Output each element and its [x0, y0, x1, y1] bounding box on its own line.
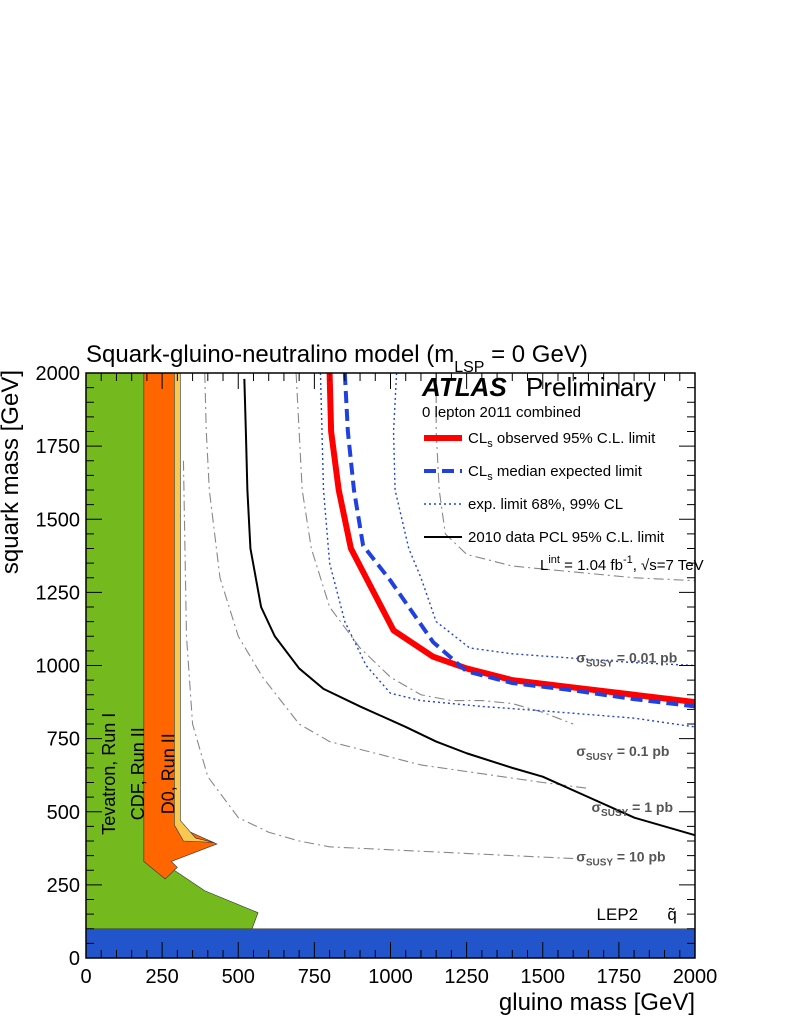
- lumi-label: Lint = 1.04 fb-1, √s=7 TeV: [540, 554, 704, 574]
- x-tick-label: 1750: [597, 966, 642, 988]
- axis-ticks: 0 250 500 750 1000 1250 1500 1750 2000 0 250 500 750…: [36, 363, 718, 988]
- contour-labels: σSUSY = 0.01 pb σSUSY = 0.1 pb σSUSY = 1 p…: [576, 650, 677, 869]
- x-tick-label: 250: [145, 966, 178, 988]
- annotation-lep2: LEP2: [597, 905, 639, 924]
- y-tick-label: 250: [47, 875, 80, 897]
- legend-label: exp. limit 68%, 99% CL: [468, 496, 623, 513]
- y-tick-label: 0: [69, 948, 80, 970]
- region-label-tevatron-run-i: Tevatron, Run I: [99, 713, 119, 835]
- legend-items: CLs observed 95% C.L. limit CLs median ex…: [424, 430, 665, 546]
- curve-2010-data-pcl-95-c-l-limit: [243, 378, 696, 837]
- region-label-d0-run-ii: D0, Run II: [158, 733, 178, 814]
- xsec-contour-0-01-pb: [435, 373, 696, 582]
- legend-item-2010-data-pcl-95-c-l-limit: 2010 data PCL 95% C.L. limit: [424, 529, 665, 546]
- y-axis-label: squark mass [GeV]: [0, 370, 24, 574]
- xsec-label-0-01-pb: σSUSY = 0.01 pb: [576, 650, 677, 670]
- x-tick-label: 0: [80, 966, 91, 988]
- legend-item-exp-limit-68-99-cl: exp. limit 68%, 99% CL: [424, 496, 623, 513]
- y-tick-label: 750: [47, 729, 80, 751]
- xsec-contour-10-pb: [182, 460, 574, 860]
- curve-cls-median-expected-limit: [342, 372, 696, 709]
- legend-label: 2010 data PCL 95% C.L. limit: [468, 529, 665, 546]
- region-label-cdf-run-ii: CDF, Run II: [128, 727, 148, 820]
- y-tick-label: 2000: [36, 363, 81, 385]
- x-tick-label: 750: [298, 966, 331, 988]
- limit-curves: [243, 372, 696, 837]
- cross-section-contours: [182, 372, 696, 860]
- x-tick-label: 2000: [673, 966, 718, 988]
- annotation-q: q̃: [667, 905, 676, 924]
- x-tick-label: 1500: [521, 966, 566, 988]
- curve-exp-limit-68-99-cl: [392, 372, 696, 667]
- legend: ATLAS Preliminary 0 lepton 2011 combined…: [421, 372, 704, 574]
- y-tick-label: 1250: [36, 582, 81, 604]
- annotations: LEP2 q̃: [597, 905, 677, 924]
- x-tick-label: 1000: [368, 966, 413, 988]
- x-tick-label: 1250: [444, 966, 489, 988]
- x-tick-label: 500: [222, 966, 255, 988]
- x-axis-label: gluino mass [GeV]: [499, 989, 695, 1016]
- xsec-contour-1-pb: [204, 372, 589, 789]
- y-tick-label: 1000: [36, 656, 81, 678]
- legend-label: CLs observed 95% C.L. limit: [468, 430, 656, 450]
- xsec-label-1-pb: σSUSY = 1 pb: [591, 799, 673, 819]
- legend-item-median-expected-limit: CLs median expected limit: [424, 463, 643, 483]
- region-labels: Tevatron, Run I CDF, Run II D0, Run II: [99, 713, 178, 835]
- legend-item-observed-95-c-l-limit: CLs observed 95% C.L. limit: [424, 430, 656, 450]
- chart-title: Squark-gluino-neutralino model (mLSP = 0…: [86, 341, 588, 376]
- y-tick-label: 1500: [36, 509, 81, 531]
- y-tick-label: 1750: [36, 436, 81, 458]
- experiment-label: ATLAS: [421, 372, 507, 402]
- xsec-label-10-pb: σSUSY = 10 pb: [576, 848, 665, 868]
- legend-label: CLs median expected limit: [468, 463, 643, 483]
- analysis-label: 0 lepton 2011 combined: [422, 404, 581, 421]
- curve-cls-observed-95-c-l-limit: [326, 372, 696, 706]
- y-tick-label: 500: [47, 802, 80, 824]
- experiment-suffix: Preliminary: [526, 372, 656, 402]
- xsec-label-0-1-pb: σSUSY = 0.1 pb: [576, 743, 669, 763]
- curve-exp-limit-99-lower: [319, 372, 696, 728]
